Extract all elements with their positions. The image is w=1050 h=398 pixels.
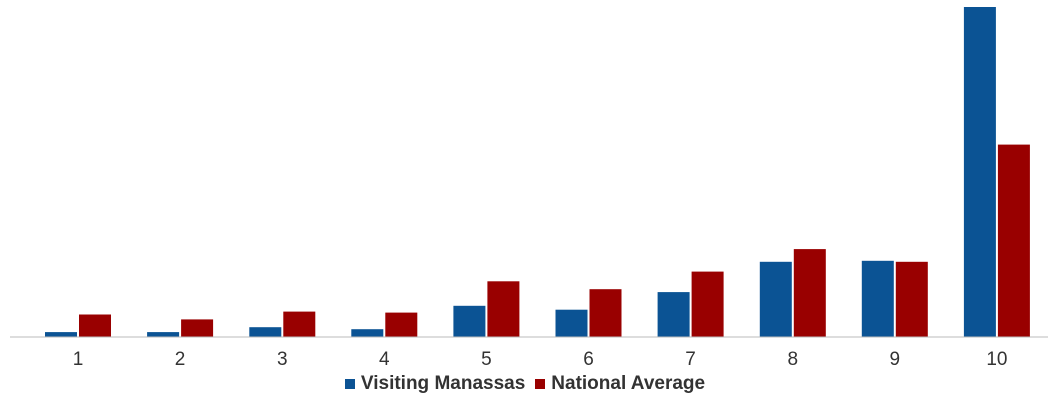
bar-visiting-manassas-8 (759, 261, 792, 337)
x-tick-label-5: 5 (481, 349, 492, 370)
bar-national-average-1 (79, 314, 111, 337)
legend-swatch-visiting-manassas (344, 379, 355, 389)
bar-national-average-8 (793, 249, 826, 337)
bar-national-average-10 (997, 144, 1030, 337)
x-tick-labels: 1 2 3 4 5 6 7 8 9 10 (73, 349, 1008, 370)
bar-visiting-manassas-3 (249, 327, 282, 337)
legend: Visiting Manassas National Average (0, 370, 1050, 398)
legend-swatch-national-average (535, 379, 546, 389)
x-tick-label-6: 6 (583, 349, 594, 370)
x-tick-label-10: 10 (986, 349, 1007, 370)
bar-visiting-manassas-6 (555, 309, 588, 337)
bars-group (45, 7, 1030, 337)
bar-visiting-manassas-7 (657, 292, 690, 337)
bar-national-average-5 (487, 281, 520, 337)
x-tick-label-3: 3 (277, 349, 288, 370)
legend-item-national-average: National Average (535, 373, 705, 395)
bar-visiting-manassas-4 (351, 329, 384, 337)
legend-label-visiting-manassas: Visiting Manassas (360, 373, 526, 394)
bar-visiting-manassas-9 (861, 260, 894, 337)
x-tick-label-9: 9 (890, 349, 901, 370)
bar-national-average-6 (589, 289, 622, 337)
bar-visiting-manassas-1 (45, 332, 77, 337)
x-tick-label-1: 1 (73, 349, 84, 370)
x-tick-label-7: 7 (685, 349, 696, 370)
x-tick-label-2: 2 (175, 349, 186, 370)
bar-national-average-7 (691, 271, 724, 337)
bar-national-average-4 (385, 312, 418, 337)
bar-visiting-manassas-10 (963, 7, 996, 337)
bar-visiting-manassas-5 (453, 305, 486, 337)
bar-national-average-3 (283, 311, 316, 337)
legend-label-national-average: National Average (551, 373, 706, 394)
bar-national-average-9 (895, 261, 928, 337)
x-tick-label-8: 8 (788, 349, 799, 370)
legend-item-visiting-manassas: Visiting Manassas (344, 373, 526, 395)
bar-visiting-manassas-2 (147, 332, 180, 337)
x-tick-label-4: 4 (379, 349, 390, 370)
bar-national-average-2 (181, 319, 214, 337)
